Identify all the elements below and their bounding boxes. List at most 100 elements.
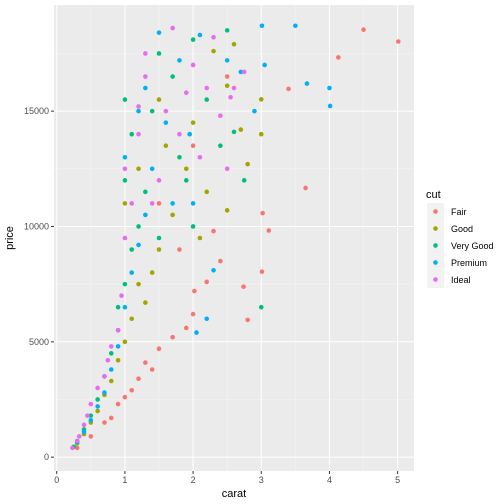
data-point (122, 154, 128, 160)
data-point (122, 235, 128, 241)
data-point (211, 267, 216, 273)
data-point (197, 235, 203, 241)
data-point (241, 284, 246, 289)
data-point (129, 247, 135, 252)
data-point (95, 385, 100, 391)
data-point (190, 143, 196, 149)
data-point (156, 178, 162, 183)
data-point (266, 228, 272, 233)
data-point (245, 317, 250, 323)
data-point (122, 281, 128, 287)
data-point (163, 143, 169, 149)
data-point (224, 166, 230, 172)
legend-label: Good (451, 224, 473, 234)
data-point (108, 344, 114, 349)
data-point (231, 85, 237, 91)
legend-symbol (433, 260, 438, 265)
legend-label: Premium (451, 258, 487, 268)
legend-title: cut (426, 189, 441, 201)
data-point (136, 242, 141, 248)
data-point (156, 97, 162, 102)
data-point (156, 247, 162, 252)
data-point (197, 32, 203, 38)
data-point (258, 131, 264, 137)
data-point (286, 86, 291, 92)
data-point (115, 344, 121, 349)
data-point (143, 300, 148, 305)
legend-symbol (433, 226, 438, 231)
legend-symbol (433, 277, 438, 282)
data-point (115, 357, 121, 363)
data-point (115, 304, 121, 310)
data-point (262, 62, 267, 68)
data-point (238, 127, 244, 132)
data-point (170, 201, 175, 206)
data-point (177, 58, 182, 63)
data-point (211, 34, 216, 40)
data-point (95, 404, 100, 409)
x-tick-label: 1 (122, 475, 127, 485)
data-point (122, 201, 128, 206)
data-point (258, 304, 264, 310)
data-point (190, 201, 196, 206)
data-point (260, 210, 265, 216)
data-point (245, 161, 250, 167)
data-point (163, 108, 169, 114)
data-point (224, 74, 230, 79)
data-point (211, 228, 216, 234)
data-point (293, 23, 298, 29)
data-point (187, 131, 192, 137)
data-point (327, 103, 333, 109)
data-point (149, 201, 155, 206)
data-point (76, 434, 82, 439)
data-point (149, 166, 155, 172)
data-point (177, 154, 182, 160)
data-point (156, 235, 162, 241)
data-point (190, 224, 196, 229)
data-point (105, 357, 111, 363)
data-point (224, 83, 230, 89)
data-point (115, 327, 121, 333)
data-point (108, 415, 114, 421)
data-point (192, 288, 197, 294)
data-point (303, 185, 308, 191)
data-point (85, 413, 90, 418)
data-point (258, 97, 264, 102)
data-point (336, 55, 341, 60)
data-point (304, 81, 310, 86)
data-point (228, 94, 233, 100)
data-point (122, 178, 128, 183)
panel-background (54, 5, 414, 471)
y-tick-label: 10000 (24, 221, 49, 231)
legend-label: Ideal (451, 275, 471, 285)
x-axis-title: carat (222, 488, 246, 500)
data-point (143, 51, 148, 56)
data-point (224, 208, 230, 213)
data-point (129, 316, 135, 322)
data-point (122, 304, 128, 310)
data-point (204, 97, 210, 102)
data-point (204, 85, 210, 91)
data-point (204, 279, 210, 285)
data-point (122, 166, 128, 172)
data-point (74, 438, 80, 444)
data-point (102, 420, 107, 425)
data-point (163, 120, 169, 125)
x-tick-label: 5 (395, 475, 400, 485)
data-point (170, 25, 175, 31)
data-point (183, 325, 189, 331)
data-point (238, 69, 244, 75)
data-point (136, 104, 141, 109)
data-point (252, 108, 257, 114)
x-tick-label: 4 (327, 475, 332, 485)
data-point (149, 108, 155, 114)
data-point (190, 120, 196, 125)
data-point (102, 374, 107, 379)
data-point (81, 429, 87, 435)
data-point (95, 397, 100, 402)
data-point (136, 166, 141, 172)
data-point (122, 339, 128, 345)
data-point (218, 258, 223, 264)
data-point (156, 346, 162, 352)
